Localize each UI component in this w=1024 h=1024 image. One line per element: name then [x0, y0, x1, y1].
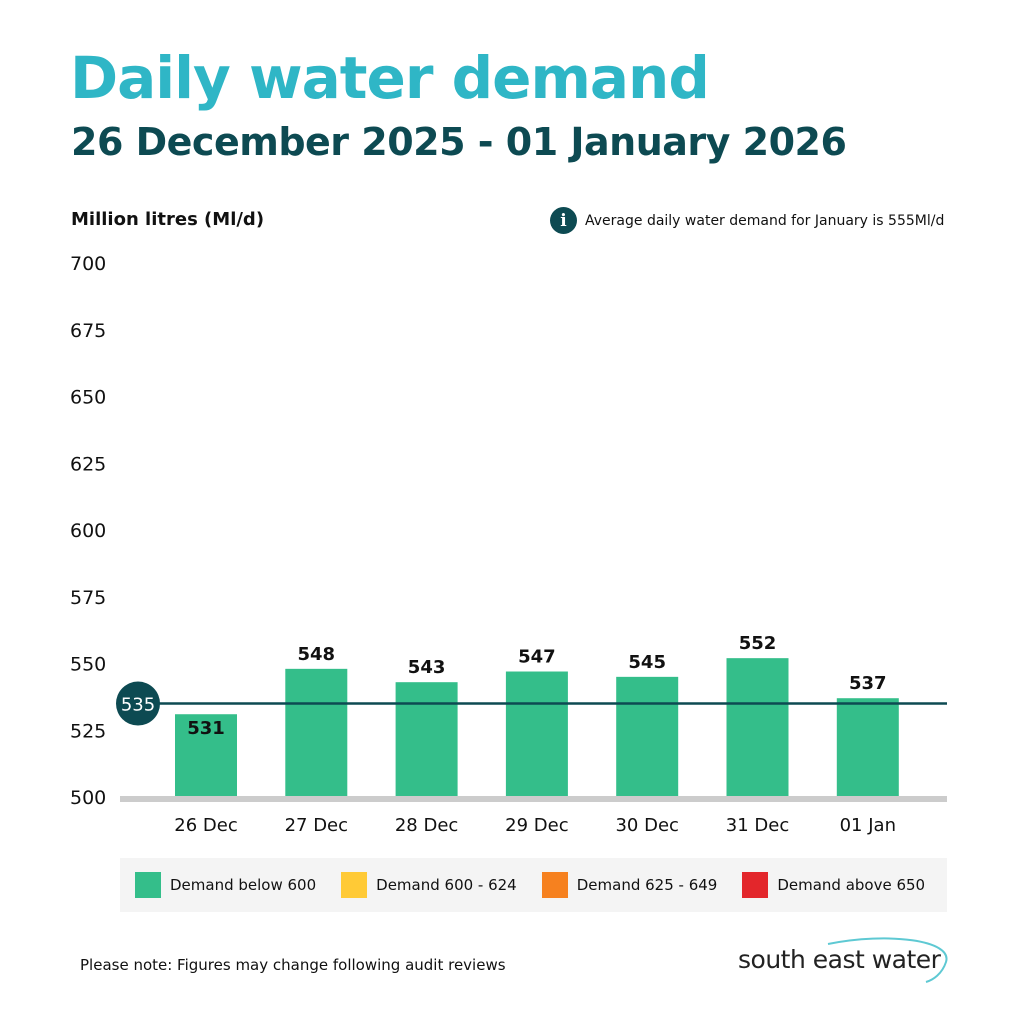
reference-marker [116, 681, 160, 726]
info-icon: i [550, 207, 577, 234]
y-tick-label: 675 [70, 320, 106, 342]
legend-item-above-650: Demand above 650 [742, 872, 925, 898]
legend-swatch [135, 872, 161, 898]
footnote: Please note: Figures may change followin… [80, 956, 506, 974]
legend-label: Demand above 650 [777, 876, 926, 894]
y-axis-label: Million litres (Ml/d) [71, 209, 265, 230]
average-demand-text: Average daily water demand for January i… [585, 212, 945, 229]
legend: Demand below 600 Demand 600 - 624 Demand… [120, 858, 947, 912]
logo-text: south east water [738, 945, 941, 974]
legend-item-625-649: Demand 625 - 649 [541, 872, 718, 898]
bar-31-dec [726, 658, 789, 797]
y-tick-label: 575 [70, 587, 106, 609]
reference-label: 535 [121, 695, 155, 716]
legend-label: Demand below 600 [170, 876, 317, 894]
data-label: 552 [739, 633, 777, 654]
bar-chart: 500 525 550 575 600 625 650 675 700 531 26 Dec 548 2… [70, 253, 947, 836]
bar-29-dec [505, 671, 568, 797]
bar-30-dec [616, 676, 679, 797]
data-label: 548 [298, 644, 336, 665]
legend-item-600-624: Demand 600 - 624 [341, 872, 517, 898]
average-demand-note: i Average daily water demand for January… [550, 207, 944, 234]
data-label: 531 [187, 718, 225, 739]
legend-label: Demand 625 - 649 [576, 876, 718, 894]
data-label: 545 [628, 652, 666, 673]
y-tick-label: 525 [70, 720, 106, 742]
y-tick-label: 500 [70, 787, 106, 809]
y-tick-label: 550 [70, 654, 106, 676]
bar-27-dec [285, 668, 348, 797]
bar-28-dec [395, 682, 458, 797]
y-tick-label: 625 [70, 453, 106, 475]
y-tick-label: 700 [70, 253, 106, 275]
data-label: 547 [518, 647, 556, 668]
bar-01-jan [836, 698, 899, 797]
x-tick-label: 28 Dec [395, 815, 458, 836]
x-tick-label: 31 Dec [726, 815, 789, 836]
x-tick-label: 30 Dec [615, 815, 678, 836]
y-tick-label: 600 [70, 520, 106, 542]
south-east-water-logo: south east water [738, 934, 953, 986]
data-label: 543 [408, 657, 446, 678]
page-title: Daily water demand [70, 44, 710, 112]
x-tick-label: 01 Jan [840, 815, 896, 836]
data-label: 537 [849, 673, 887, 694]
x-axis-baseline [120, 796, 947, 802]
x-tick-label: 26 Dec [174, 815, 237, 836]
x-tick-label: 27 Dec [285, 815, 348, 836]
legend-item-below-600: Demand below 600 [135, 872, 316, 898]
y-tick-label: 650 [70, 387, 106, 409]
legend-swatch [341, 872, 368, 898]
x-tick-label: 29 Dec [505, 815, 568, 836]
bar-26-dec [175, 714, 237, 797]
page-subtitle: 26 December 2025 - 01 January 2026 [71, 120, 847, 164]
legend-swatch [742, 872, 769, 898]
legend-label: Demand 600 - 624 [376, 876, 517, 894]
legend-swatch [541, 872, 568, 898]
logo-swoosh-icon [827, 937, 948, 983]
